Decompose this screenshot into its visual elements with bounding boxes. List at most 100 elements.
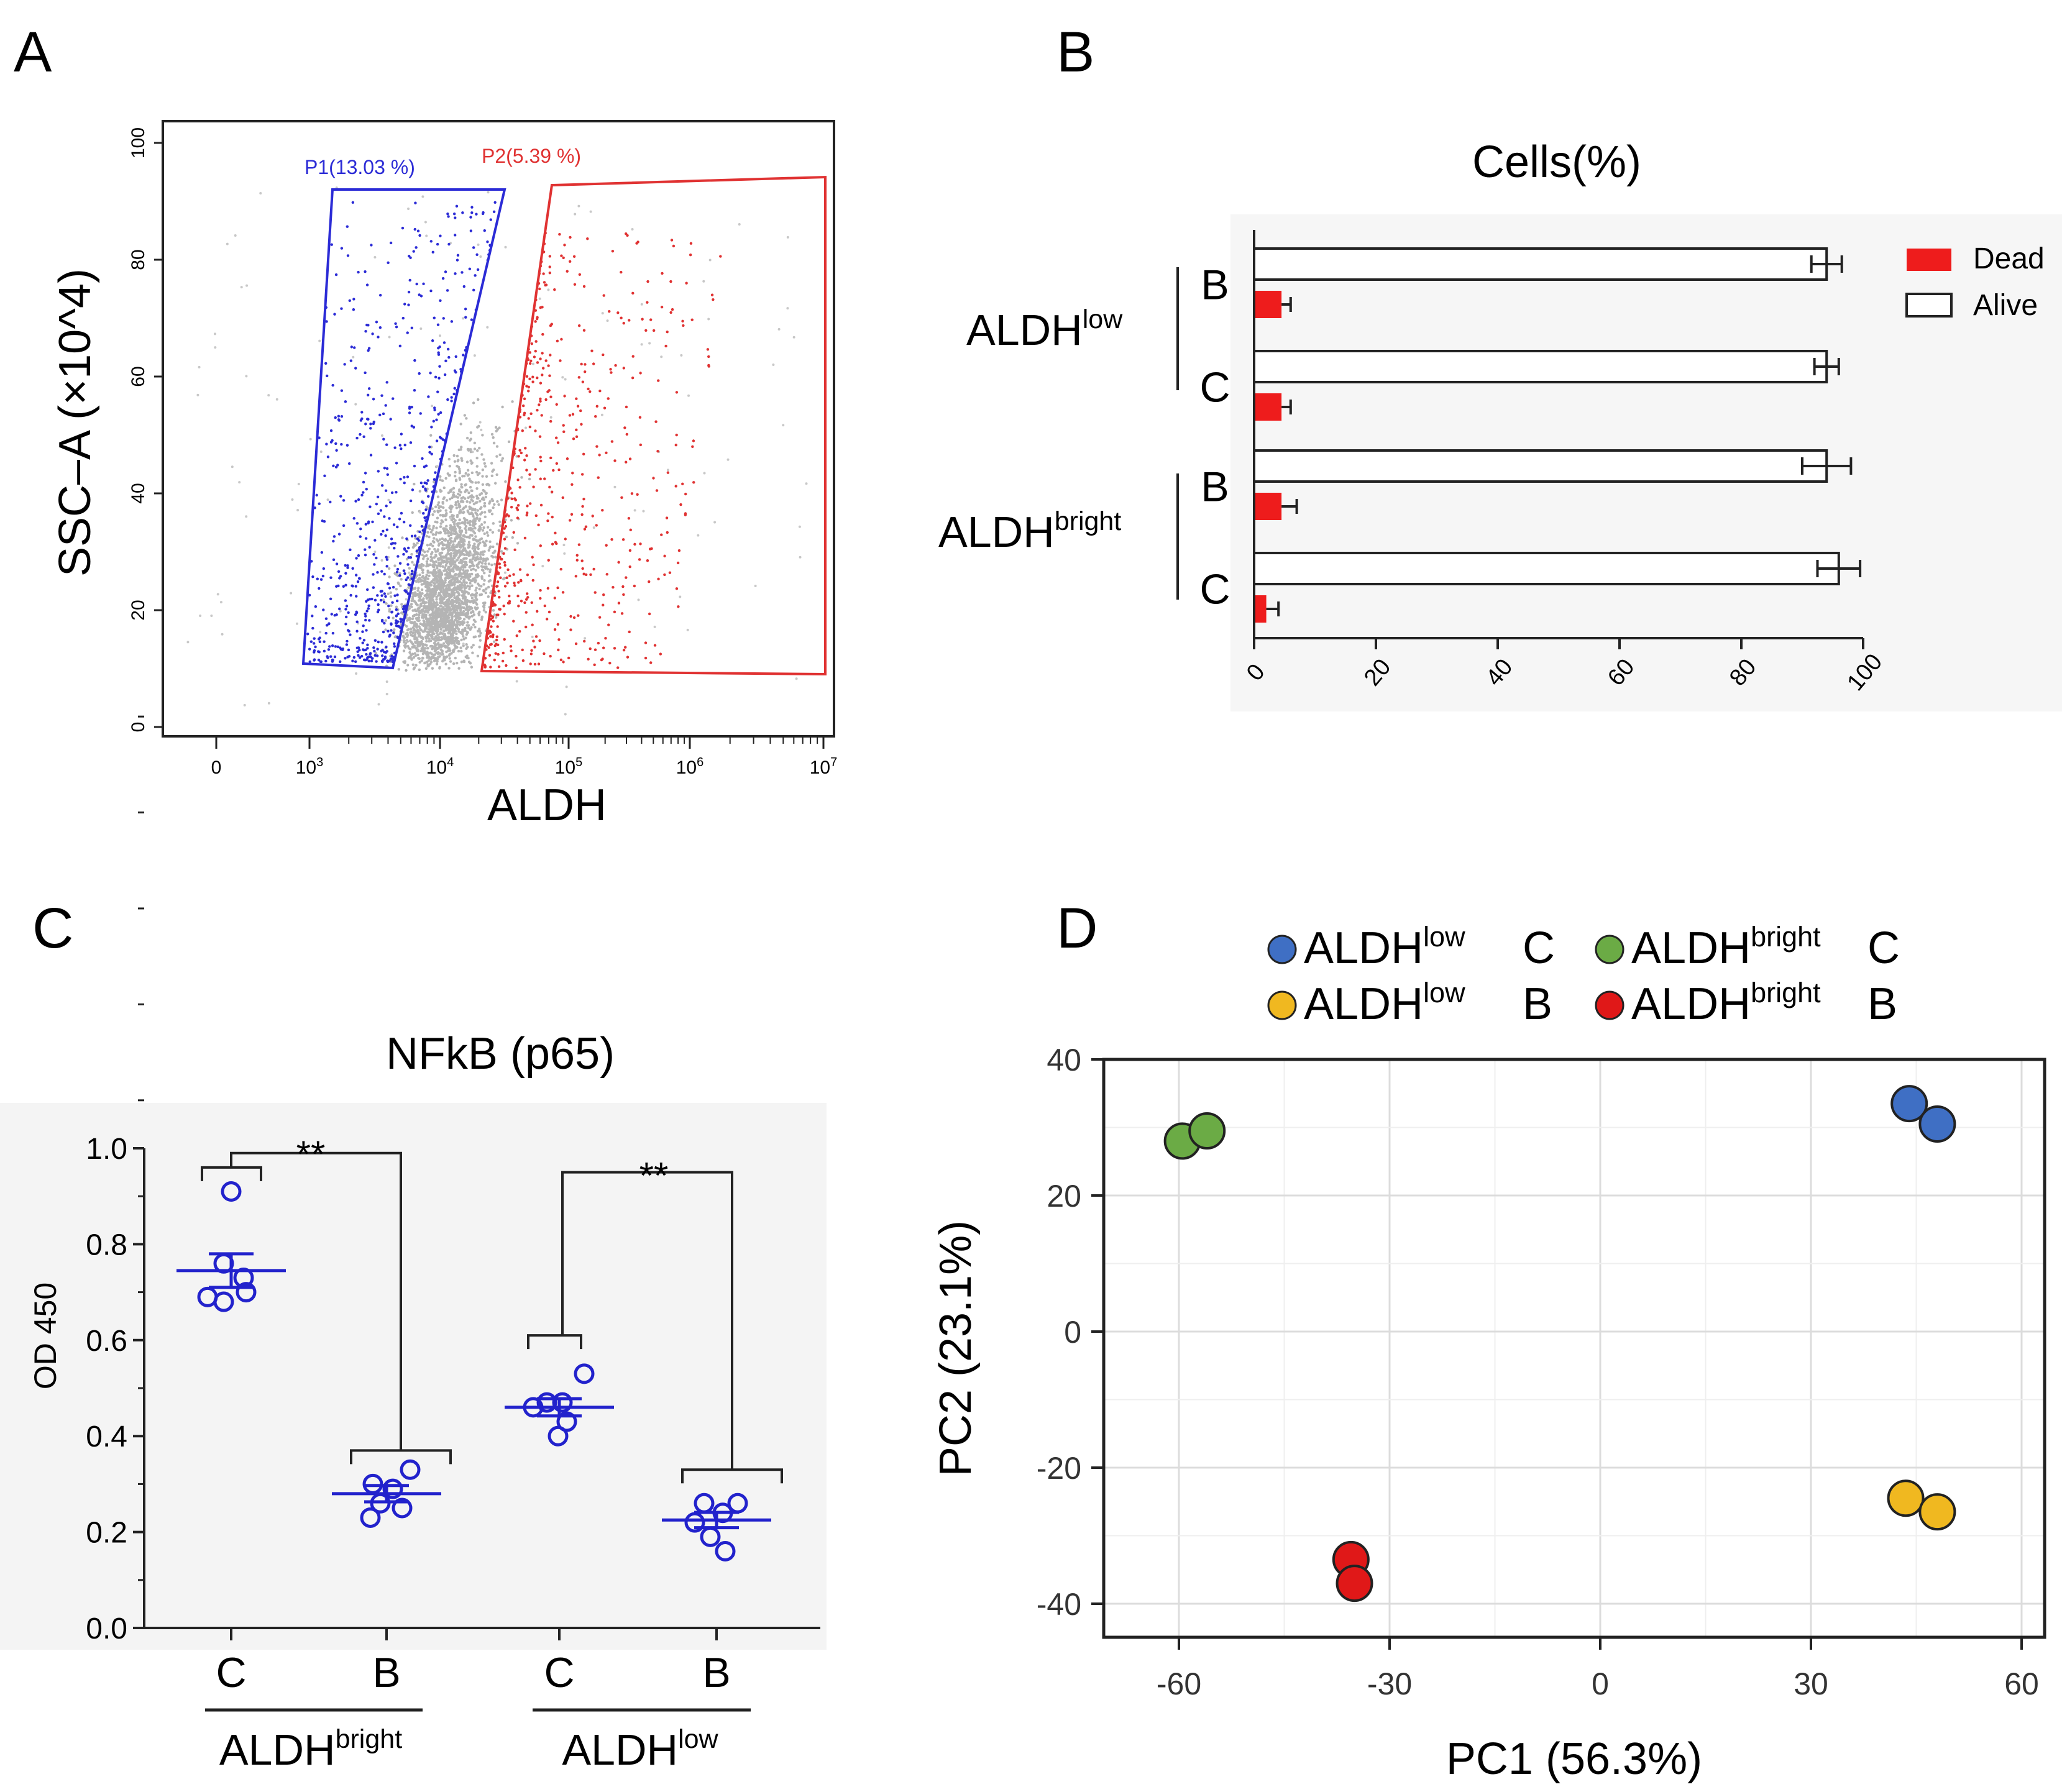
grey-event: [428, 639, 431, 643]
grey-event: [441, 565, 444, 568]
grey-event: [401, 536, 404, 539]
grey-event: [547, 288, 550, 291]
y-tick-label-a: 60: [128, 366, 149, 386]
grey-event: [380, 434, 383, 437]
data-point-c: [536, 1392, 557, 1413]
grey-event: [434, 574, 438, 577]
p2-event: [549, 354, 552, 357]
p2-event: [531, 375, 534, 378]
x-tick-label-c: B: [702, 1649, 730, 1696]
bars-b: [1253, 247, 1862, 623]
grey-event: [562, 544, 566, 547]
p2-event: [625, 460, 628, 464]
group-label-c-bright-base: ALDH: [219, 1726, 336, 1774]
panel-label-d: D: [1056, 897, 1097, 960]
p1-event: [365, 487, 368, 491]
grey-event: [414, 601, 418, 605]
grey-event: [487, 191, 490, 194]
p2-event: [496, 643, 500, 647]
grey-event: [470, 568, 473, 572]
grey-event: [456, 619, 459, 623]
p2-event: [503, 613, 506, 616]
groups-c: [176, 1181, 771, 1561]
p1-event: [348, 299, 351, 303]
grey-event: [447, 457, 451, 461]
grey-event: [422, 564, 425, 567]
grey-event: [462, 610, 465, 613]
p2-event: [595, 445, 598, 448]
p1-event: [364, 615, 367, 618]
p1-event: [326, 455, 330, 459]
grey-event: [449, 634, 453, 638]
p1-event: [372, 422, 375, 426]
p1-event: [395, 325, 398, 329]
grey-event: [470, 646, 474, 649]
grey-event: [467, 491, 470, 495]
grey-event: [461, 628, 464, 631]
p2-event: [580, 513, 584, 516]
grey-event: [481, 475, 484, 478]
grey-event: [474, 620, 477, 623]
grey-event: [450, 583, 454, 587]
grey-event: [416, 644, 419, 647]
p1-event: [342, 499, 346, 502]
p1-event: [337, 570, 341, 574]
grey-event: [458, 490, 461, 493]
p2-event: [538, 639, 541, 642]
p2-event: [542, 272, 545, 275]
p2-event: [559, 359, 562, 362]
grey-event: [444, 577, 447, 580]
grey-event: [421, 615, 424, 619]
p1-event: [369, 505, 372, 508]
legend-label-d-base: ALDH: [1304, 923, 1423, 973]
p2-event: [508, 594, 511, 598]
p2-event: [525, 513, 528, 517]
grey-event: [488, 500, 492, 503]
p2-event: [581, 380, 585, 383]
p1-event: [380, 590, 383, 593]
p1-event: [359, 535, 362, 538]
grey-event: [472, 567, 475, 570]
grey-event: [437, 559, 440, 562]
p1-event: [393, 642, 396, 646]
grey-event: [472, 537, 475, 541]
grey-event: [454, 656, 457, 660]
grey-event: [417, 580, 420, 583]
grey-event: [416, 653, 419, 657]
grey-event: [319, 631, 322, 634]
p2-event: [549, 419, 552, 423]
p2-event: [628, 319, 631, 322]
grey-event: [385, 602, 388, 605]
p1-event: [450, 396, 453, 399]
grey-event: [464, 518, 467, 521]
x-axis-label-a: ALDH: [487, 780, 607, 830]
grey-event: [474, 601, 478, 605]
p1-event: [319, 660, 322, 664]
p2-event: [684, 513, 687, 516]
grey-event: [433, 537, 436, 540]
grey-event: [408, 656, 411, 659]
p1-event: [402, 520, 406, 524]
p2-event: [533, 646, 536, 649]
grey-event: [437, 501, 441, 505]
grey-event: [531, 636, 534, 639]
p1-event: [408, 411, 411, 414]
p1-event: [385, 555, 388, 559]
grey-event: [439, 525, 442, 528]
grey-event: [453, 525, 456, 529]
p1-event: [347, 611, 350, 615]
x-tick-label-d: 0: [1592, 1666, 1609, 1701]
grey-event: [463, 589, 466, 592]
grey-event: [462, 572, 465, 575]
p1-event: [380, 484, 384, 487]
p1-event: [365, 588, 369, 592]
p1-event: [361, 630, 364, 633]
p2-event: [562, 256, 565, 260]
p1-event: [435, 439, 439, 442]
p2-event: [624, 646, 627, 649]
p1-event: [365, 600, 368, 603]
grey-event: [477, 574, 480, 577]
p2-event: [541, 332, 544, 336]
p1-event: [489, 218, 492, 221]
grey-event: [482, 458, 485, 461]
